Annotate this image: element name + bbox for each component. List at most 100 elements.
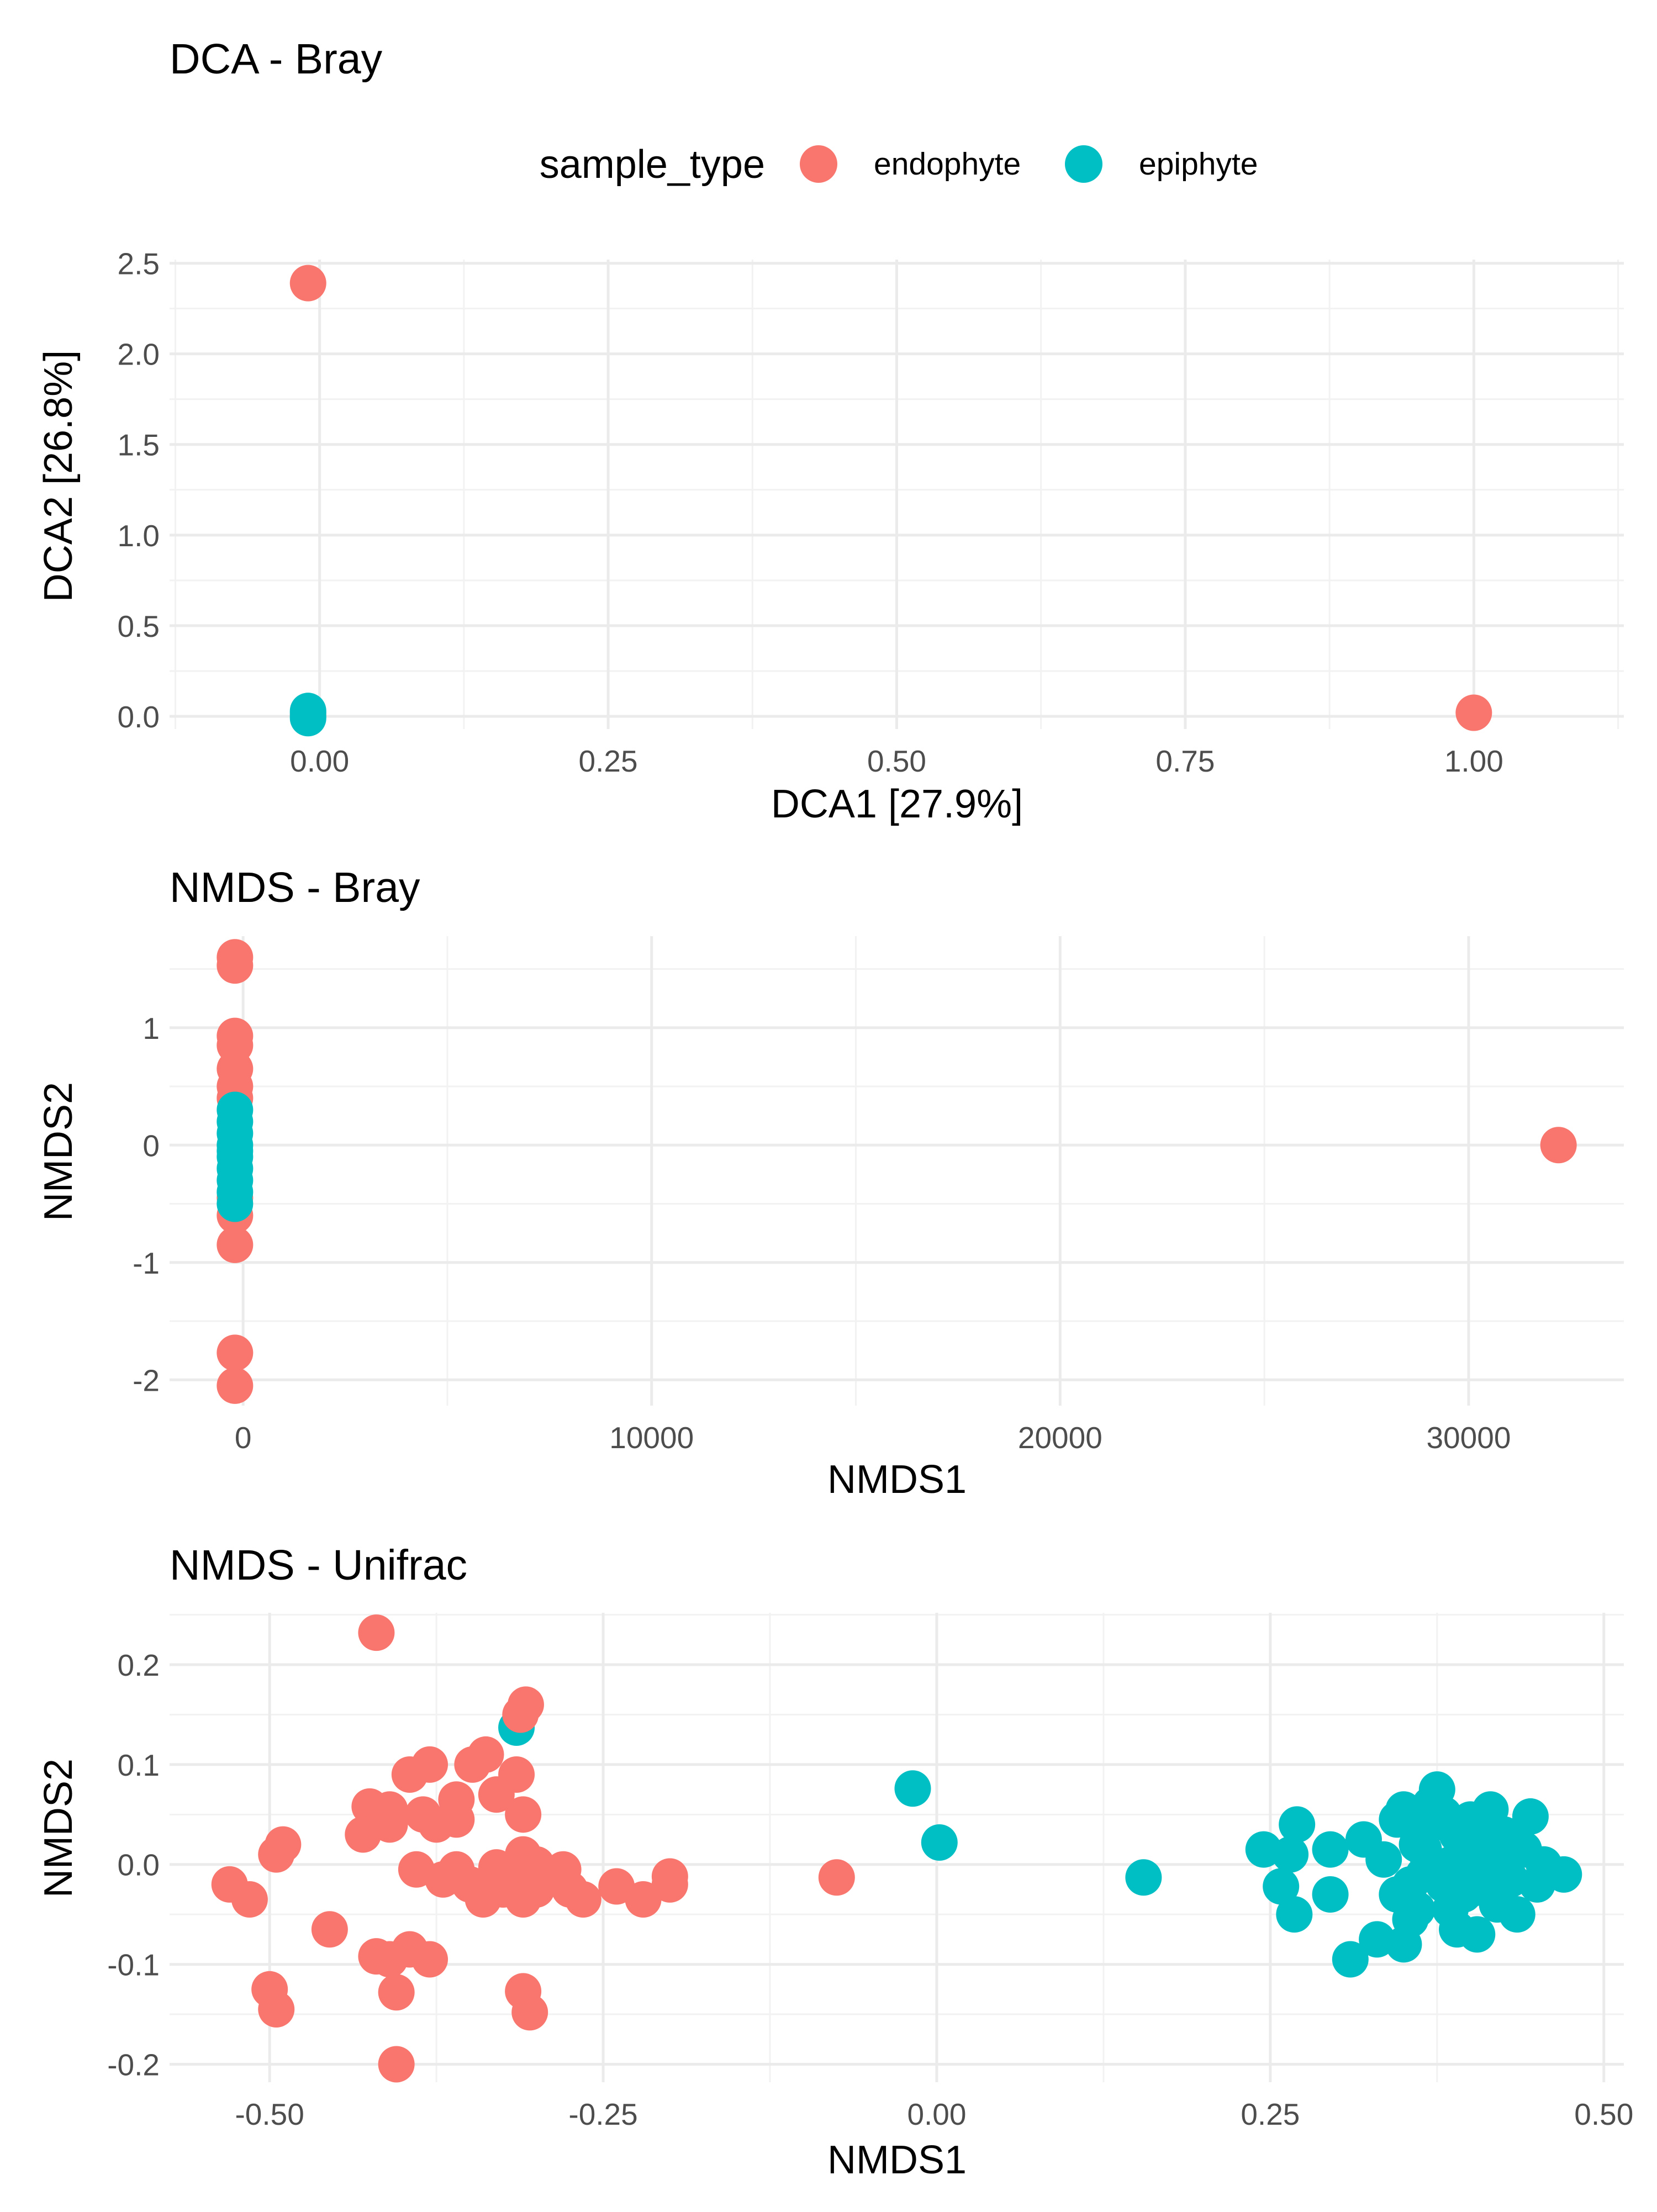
y-tick-label: -1 (133, 1246, 160, 1280)
panel-dca-bray: DCA - Bray sample_type endophyte epiphyt… (36, 35, 1624, 826)
data-point-endophyte (217, 947, 254, 984)
y-tick-label: -0.2 (107, 2047, 160, 2082)
x-tick-label: 0.50 (867, 744, 926, 778)
data-point-endophyte (411, 1941, 448, 1978)
x-tick-label: -0.50 (235, 2097, 304, 2131)
data-point-epiphyte (894, 1770, 931, 1807)
data-point-epiphyte (1412, 1786, 1449, 1823)
data-point-endophyte (289, 265, 326, 302)
y-tick-label: -0.1 (107, 1948, 160, 1982)
legend-label-epiphyte: epiphyte (1139, 146, 1258, 182)
data-point-endophyte (454, 1746, 491, 1783)
y-tick-label: 0 (143, 1128, 160, 1163)
legend-key-epiphyte (1065, 145, 1102, 183)
y-axis-label: NMDS2 (36, 1082, 81, 1221)
y-tick-label: 0.5 (118, 609, 160, 643)
y-tick-label: 0.0 (118, 1848, 160, 1882)
y-tick-label: 1.0 (118, 519, 160, 553)
data-point-epiphyte (1459, 1916, 1496, 1953)
panel-nmds-unifrac: NMDS - Unifrac -0.50 -0.25 0.00 0.25 0.50-0.… (36, 1541, 1633, 2182)
data-point-endophyte (625, 1881, 662, 1918)
data-point-epiphyte (217, 1185, 254, 1222)
data-point-endophyte (418, 1806, 455, 1843)
data-point-endophyte (391, 1756, 428, 1793)
data-point-endophyte (1540, 1127, 1577, 1164)
data-point-endophyte (311, 1911, 348, 1948)
legend-key-endophyte (800, 145, 837, 183)
x-tick-label: 0.50 (1574, 2097, 1633, 2131)
x-tick-label: 1.00 (1444, 744, 1503, 778)
y-tick-label: 1.5 (118, 428, 160, 462)
data-point-epiphyte (1272, 1836, 1309, 1873)
x-tick-label: 0.25 (579, 744, 638, 778)
x-tick-label: 0.00 (290, 744, 349, 778)
data-point-endophyte (505, 1796, 542, 1833)
y-tick-label: 1 (143, 1011, 160, 1046)
x-tick-label: 0.75 (1155, 744, 1215, 778)
data-point-endophyte (358, 1614, 395, 1651)
data-point-endophyte (258, 1836, 295, 1873)
data-point-endophyte (217, 1334, 254, 1371)
panel-nmds-bray: NMDS - Bray 0 10000 20000 30000 -2 -1 0 1 NMDS1… (36, 864, 1624, 1502)
y-tick-label: 2.5 (118, 247, 160, 281)
x-tick-label: 0.25 (1241, 2097, 1300, 2131)
x-tick-label: 30000 (1426, 1421, 1511, 1455)
data-point-endophyte (651, 1866, 688, 1903)
data-point-endophyte (1455, 694, 1492, 731)
data-point-endophyte (231, 1881, 268, 1918)
data-point-endophyte (564, 1881, 601, 1918)
data-point-epiphyte (1365, 1841, 1402, 1878)
data-point-endophyte (511, 1994, 548, 2031)
x-tick-label: 0.00 (907, 2097, 966, 2131)
data-points (217, 939, 1577, 1404)
legend-label-endophyte: endophyte (874, 146, 1021, 182)
grid (170, 936, 1624, 1406)
data-point-endophyte (217, 1226, 254, 1263)
legend: sample_type endophyte epiphyte (540, 142, 1258, 187)
data-point-endophyte (502, 1696, 539, 1733)
tick-labels: 0.00 0.25 0.50 0.75 1.00 0.0 0.5 1.0 1.5 2.0 2.5 (118, 247, 1503, 778)
panel-title: NMDS - Unifrac (170, 1541, 467, 1589)
data-point-endophyte (465, 1881, 502, 1918)
data-points (211, 1614, 1582, 2083)
x-tick-label: 0 (235, 1421, 252, 1455)
x-tick-label: 20000 (1018, 1421, 1102, 1455)
data-point-epiphyte (1445, 1876, 1482, 1913)
data-points (289, 265, 1492, 737)
y-tick-label: -2 (133, 1363, 160, 1397)
data-point-epiphyte (1492, 1824, 1529, 1861)
data-point-epiphyte (921, 1824, 958, 1861)
y-tick-label: 0.1 (118, 1748, 160, 1782)
panel-title: NMDS - Bray (170, 864, 420, 911)
y-tick-label: 2.0 (118, 337, 160, 372)
grid (170, 260, 1624, 729)
data-point-epiphyte (1392, 1866, 1429, 1903)
data-point-endophyte (345, 1816, 382, 1853)
tick-labels: -0.50 -0.25 0.00 0.25 0.50 -0.2 -0.1 0.0 0.1 0.2 (107, 1648, 1633, 2131)
data-point-epiphyte (1332, 1941, 1369, 1978)
x-axis-label: NMDS1 (827, 2138, 967, 2182)
data-point-endophyte (258, 1991, 295, 2028)
data-point-endophyte (378, 1974, 415, 2011)
x-axis-label: NMDS1 (827, 1458, 967, 1502)
data-point-endophyte (425, 1861, 462, 1898)
data-point-endophyte (217, 1367, 254, 1404)
y-axis-label: DCA2 [26.8%] (36, 350, 81, 602)
data-point-epiphyte (1279, 1806, 1316, 1843)
data-point-endophyte (818, 1859, 855, 1896)
tick-labels: 0 10000 20000 30000 -2 -1 0 1 (133, 1011, 1511, 1455)
data-point-epiphyte (1405, 1831, 1442, 1868)
data-point-endophyte (505, 1881, 542, 1918)
data-point-epiphyte (1263, 1868, 1300, 1905)
x-axis-label: DCA1 [27.9%] (771, 782, 1023, 826)
data-point-epiphyte (289, 693, 326, 730)
y-tick-label: 0.2 (118, 1648, 160, 1682)
data-point-epiphyte (1545, 1856, 1582, 1893)
legend-title: sample_type (540, 142, 765, 187)
data-point-endophyte (478, 1776, 515, 1813)
x-tick-label: -0.25 (568, 2097, 637, 2131)
x-tick-label: 10000 (609, 1421, 694, 1455)
data-point-epiphyte (1125, 1859, 1162, 1896)
